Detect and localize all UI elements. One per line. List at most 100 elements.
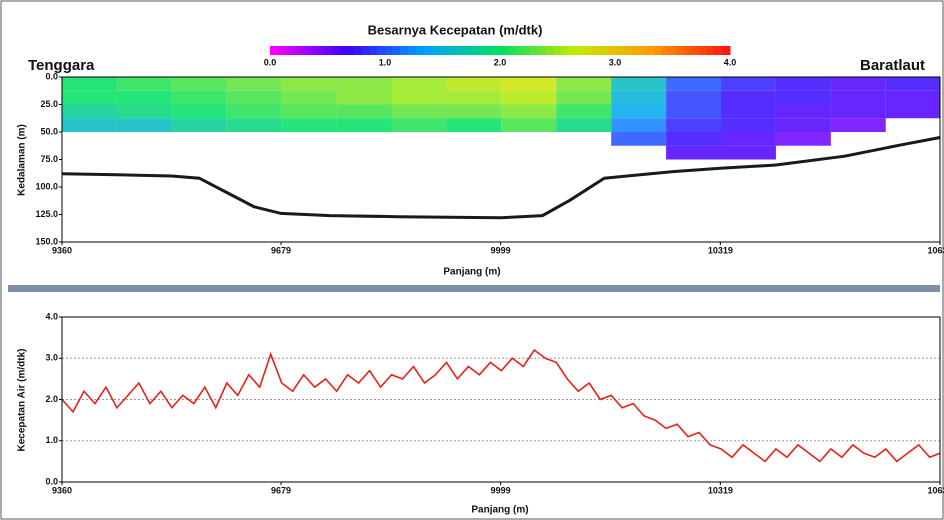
colorbar-swatch bbox=[508, 46, 516, 55]
cell bbox=[666, 132, 721, 146]
y-tick-label: 0.0 bbox=[45, 71, 58, 81]
colorbar-swatch bbox=[408, 46, 416, 55]
cell bbox=[831, 118, 886, 132]
cell bbox=[611, 77, 666, 91]
cell bbox=[227, 77, 282, 91]
cell bbox=[886, 105, 940, 119]
colorbar-swatch bbox=[423, 46, 431, 55]
cell bbox=[282, 118, 337, 132]
colorbar-swatch bbox=[331, 46, 339, 55]
colorbar-tick-label: 0.0 bbox=[264, 57, 277, 67]
y-tick-label: 75.0 bbox=[40, 154, 58, 164]
colorbar-swatch bbox=[308, 46, 316, 55]
colorbar-swatch bbox=[538, 46, 546, 55]
cell bbox=[776, 105, 831, 119]
colorbar-swatch bbox=[400, 46, 408, 55]
cell bbox=[227, 118, 282, 132]
colorbar-swatch bbox=[431, 46, 439, 55]
colorbar-swatch bbox=[661, 46, 669, 55]
colorbar-swatch bbox=[354, 46, 362, 55]
colorbar-swatch bbox=[270, 46, 278, 55]
y-tick-label: 50.0 bbox=[40, 126, 58, 136]
cell bbox=[556, 105, 611, 119]
cell bbox=[556, 91, 611, 105]
colorbar-swatch bbox=[546, 46, 554, 55]
colorbar-swatch bbox=[324, 46, 332, 55]
colorbar-swatch bbox=[638, 46, 646, 55]
cell bbox=[446, 77, 501, 91]
cell bbox=[666, 91, 721, 105]
x-tick-label: 9999 bbox=[491, 485, 511, 495]
cell bbox=[62, 91, 117, 105]
x-tick-label: 9999 bbox=[491, 245, 511, 255]
y-tick-label: 3.0 bbox=[45, 353, 58, 363]
cell bbox=[831, 105, 886, 119]
cell bbox=[337, 105, 392, 119]
chart-title: Besarnya Kecepatan (m/dtk) bbox=[368, 22, 543, 37]
cell bbox=[117, 105, 172, 119]
x-tick-label: 9679 bbox=[271, 245, 291, 255]
cell bbox=[776, 118, 831, 132]
colorbar-swatch bbox=[561, 46, 569, 55]
cell bbox=[721, 105, 776, 119]
colorbar-swatch bbox=[477, 46, 485, 55]
cell bbox=[666, 118, 721, 132]
cell bbox=[556, 77, 611, 91]
colorbar-swatch bbox=[653, 46, 661, 55]
colorbar-swatch bbox=[469, 46, 477, 55]
colorbar-swatch bbox=[722, 46, 730, 55]
colorbar-swatch bbox=[362, 46, 370, 55]
colorbar-swatch bbox=[577, 46, 585, 55]
colorbar-swatch bbox=[278, 46, 286, 55]
cell bbox=[666, 146, 721, 160]
right-label: Baratlaut bbox=[860, 57, 925, 74]
cell bbox=[831, 77, 886, 91]
colorbar-swatch bbox=[446, 46, 454, 55]
cell bbox=[721, 132, 776, 146]
chart: Besarnya Kecepatan (m/dtk) Tenggara Bara… bbox=[0, 0, 944, 520]
cell bbox=[117, 118, 172, 132]
cell bbox=[611, 105, 666, 119]
cell bbox=[62, 118, 117, 132]
colorbar-swatch bbox=[623, 46, 631, 55]
y-tick-label: 2.0 bbox=[45, 394, 58, 404]
colorbar-swatch bbox=[607, 46, 615, 55]
colorbar-swatch bbox=[646, 46, 654, 55]
colorbar-swatch bbox=[385, 46, 393, 55]
x-tick-label: 10639 bbox=[927, 245, 944, 255]
colorbar-tick-label: 1.0 bbox=[379, 57, 392, 67]
cell bbox=[611, 132, 666, 146]
colorbar-swatch bbox=[485, 46, 493, 55]
colorbar-swatch bbox=[439, 46, 447, 55]
cell bbox=[337, 77, 392, 91]
colorbar-swatch bbox=[692, 46, 700, 55]
colorbar-swatch bbox=[293, 46, 301, 55]
x-tick-label: 9360 bbox=[52, 245, 72, 255]
cell bbox=[227, 105, 282, 119]
cell bbox=[501, 118, 556, 132]
cell bbox=[62, 105, 117, 119]
colorbar-swatch bbox=[592, 46, 600, 55]
y-tick-label: 1.0 bbox=[45, 435, 58, 445]
colorbar-swatch bbox=[492, 46, 500, 55]
colorbar-swatch bbox=[285, 46, 293, 55]
separator bbox=[8, 285, 940, 292]
colorbar-swatch bbox=[416, 46, 424, 55]
colorbar-swatch bbox=[584, 46, 592, 55]
cell bbox=[886, 91, 940, 105]
x-axis-title: Panjang (m) bbox=[471, 505, 528, 516]
y-axis-title: Kecepatan Air (m/dtk) bbox=[17, 349, 28, 452]
cell bbox=[337, 118, 392, 132]
colorbar-swatch bbox=[600, 46, 608, 55]
cell bbox=[721, 146, 776, 160]
cell bbox=[721, 91, 776, 105]
colorbar-swatch bbox=[301, 46, 309, 55]
cell bbox=[117, 91, 172, 105]
cell bbox=[721, 118, 776, 132]
cell bbox=[337, 91, 392, 105]
colorbar-swatch bbox=[669, 46, 677, 55]
cell bbox=[282, 91, 337, 105]
colorbar-swatch bbox=[554, 46, 562, 55]
colorbar-swatch bbox=[531, 46, 539, 55]
left-label: Tenggara bbox=[28, 57, 95, 74]
